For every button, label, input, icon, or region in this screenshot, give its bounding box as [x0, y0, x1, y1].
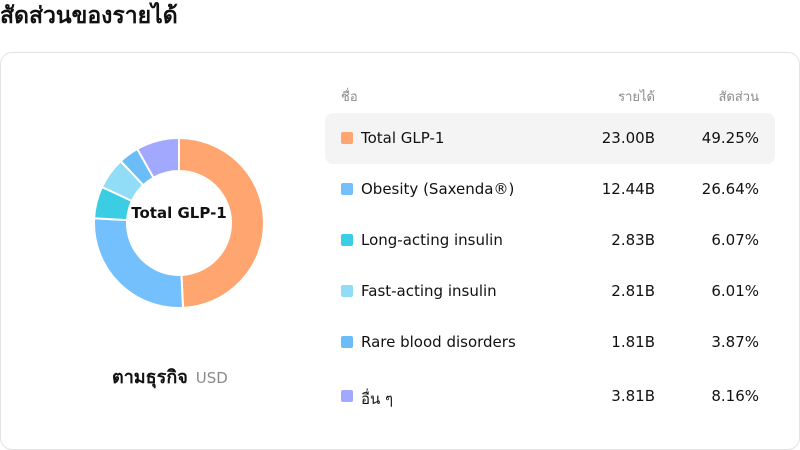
row-revenue: 23.00B [601, 129, 655, 147]
legend-swatch [341, 390, 353, 402]
column-header-name: ชื่อ [341, 90, 358, 105]
row-revenue: 2.83B [611, 231, 655, 249]
currency-label: USD [195, 369, 228, 387]
legend-swatch [341, 336, 353, 348]
row-share: 6.01% [711, 282, 759, 300]
row-name: Rare blood disorders [361, 333, 516, 351]
legend-swatch [341, 234, 353, 246]
page-title: สัดส่วนของรายได้ [0, 3, 178, 29]
row-share: 8.16% [711, 387, 759, 405]
row-revenue: 12.44B [601, 180, 655, 198]
row-share: 6.07% [711, 231, 759, 249]
row-name: Total GLP-1 [361, 129, 445, 147]
legend-swatch [341, 183, 353, 195]
table-row[interactable]: Long-acting insulin 2.83B 6.07% [325, 215, 775, 266]
donut-svg [94, 136, 264, 309]
donut-slice[interactable] [94, 217, 185, 309]
row-share: 3.87% [711, 333, 759, 351]
row-revenue: 2.81B [611, 282, 655, 300]
donut-slice[interactable] [178, 136, 264, 309]
table-header: ชื่อ รายได้ สัดส่วน [325, 86, 775, 106]
row-name: Obesity (Saxenda®) [361, 180, 515, 198]
row-revenue: 3.81B [611, 387, 655, 405]
table-row[interactable]: Obesity (Saxenda®) 12.44B 26.64% [325, 164, 775, 215]
row-name: Fast-acting insulin [361, 282, 497, 300]
donut-center-label: Total GLP-1 [131, 204, 227, 222]
row-name: อื่น ๆ [361, 390, 394, 408]
donut-slice[interactable] [135, 136, 180, 180]
table-row[interactable]: อื่น ๆ 3.81B 8.16% [325, 368, 775, 424]
column-header-share: สัดส่วน [718, 90, 760, 105]
segment-caption: ตามธุรกิจ USD [112, 362, 228, 391]
segment-type-label: ตามธุรกิจ [112, 367, 188, 388]
table-row[interactable]: Rare blood disorders 1.81B 3.87% [325, 317, 775, 368]
donut-chart: Total GLP-1 [94, 134, 264, 312]
row-share: 26.64% [701, 180, 759, 198]
row-name: Long-acting insulin [361, 231, 503, 249]
revenue-table: Total GLP-1 23.00B 49.25% Obesity (Saxen… [325, 113, 775, 424]
row-revenue: 1.81B [611, 333, 655, 351]
row-share: 49.25% [701, 129, 759, 147]
table-row[interactable]: Total GLP-1 23.00B 49.25% [325, 113, 775, 164]
column-header-revenue: รายได้ [618, 90, 655, 105]
table-row[interactable]: Fast-acting insulin 2.81B 6.01% [325, 266, 775, 317]
legend-swatch [341, 285, 353, 297]
legend-swatch [341, 132, 353, 144]
